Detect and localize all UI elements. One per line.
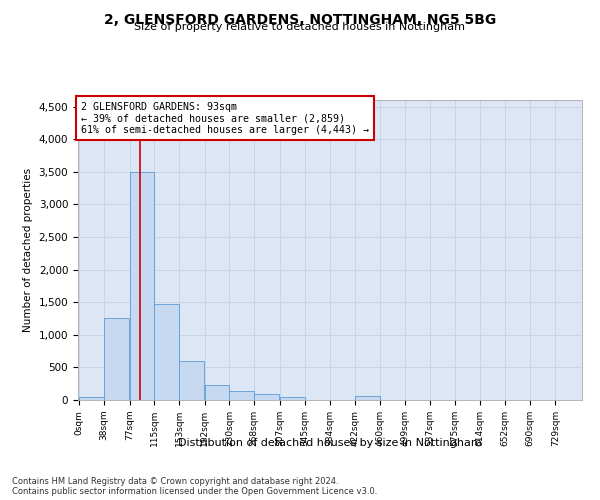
- Bar: [179, 361, 204, 400]
- Bar: [355, 396, 380, 400]
- Bar: [254, 394, 279, 400]
- Text: Contains HM Land Registry data © Crown copyright and database right 2024.: Contains HM Land Registry data © Crown c…: [12, 478, 338, 486]
- Text: 2, GLENSFORD GARDENS, NOTTINGHAM, NG5 5BG: 2, GLENSFORD GARDENS, NOTTINGHAM, NG5 5B…: [104, 12, 496, 26]
- Text: Size of property relative to detached houses in Nottingham: Size of property relative to detached ho…: [134, 22, 466, 32]
- Bar: [130, 172, 154, 400]
- Bar: [229, 391, 254, 400]
- Text: Contains public sector information licensed under the Open Government Licence v3: Contains public sector information licen…: [12, 488, 377, 496]
- Y-axis label: Number of detached properties: Number of detached properties: [23, 168, 33, 332]
- Text: 2 GLENSFORD GARDENS: 93sqm
← 39% of detached houses are smaller (2,859)
61% of s: 2 GLENSFORD GARDENS: 93sqm ← 39% of deta…: [80, 102, 368, 134]
- Bar: [205, 384, 229, 400]
- Bar: [154, 304, 179, 400]
- Bar: [79, 396, 104, 400]
- Bar: [104, 318, 129, 400]
- Text: Distribution of detached houses by size in Nottingham: Distribution of detached houses by size …: [178, 438, 482, 448]
- Bar: [280, 396, 305, 400]
